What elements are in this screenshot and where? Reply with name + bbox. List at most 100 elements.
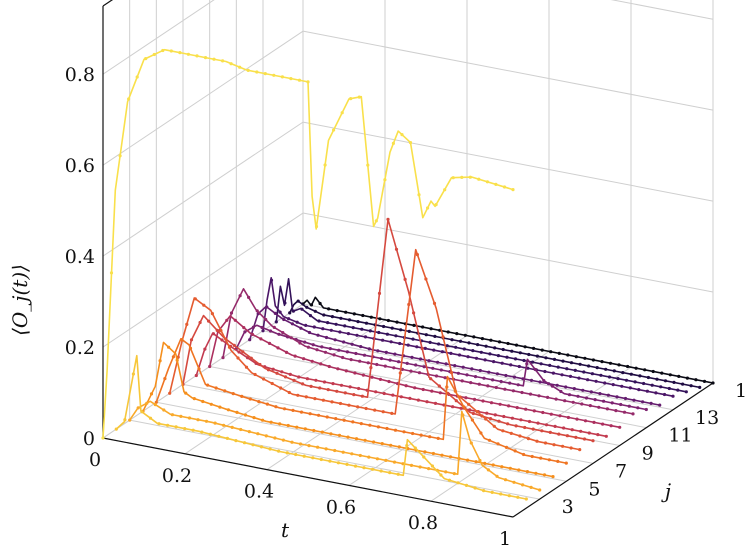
series-marker (525, 470, 530, 474)
series-line (195, 332, 607, 438)
series-line (142, 341, 554, 478)
series-marker (506, 341, 510, 346)
series-marker (368, 329, 372, 333)
series-marker (175, 358, 179, 362)
series-marker (436, 436, 440, 440)
series-marker (264, 317, 268, 322)
series-marker (338, 330, 342, 334)
series-marker (341, 450, 345, 454)
series-marker (294, 452, 298, 457)
series-marker (285, 451, 289, 455)
series-marker (424, 277, 428, 281)
series-marker (357, 95, 361, 99)
series-marker (662, 392, 667, 397)
series-marker (153, 403, 157, 407)
series-marker (689, 384, 693, 388)
series-marker (498, 402, 502, 406)
series-marker (169, 49, 173, 53)
series-marker (218, 405, 222, 409)
series-marker (211, 332, 215, 336)
series-marker (306, 80, 310, 84)
series-marker (418, 357, 423, 361)
series-line (248, 305, 660, 406)
series-marker (399, 328, 403, 332)
series-marker (386, 217, 390, 221)
series-marker (497, 340, 502, 344)
series-marker (353, 464, 358, 468)
series-marker (590, 372, 595, 376)
series-marker (328, 347, 332, 351)
series-marker (307, 444, 311, 448)
series-marker (308, 314, 313, 318)
z-tick-label: 0.8 (65, 64, 95, 86)
series-marker (560, 373, 564, 377)
series-marker (470, 418, 474, 422)
series-marker (518, 434, 522, 438)
series-marker (174, 425, 178, 429)
series-marker (658, 403, 662, 407)
series-marker (501, 429, 505, 433)
series-marker (603, 381, 607, 385)
series-marker (310, 359, 314, 363)
series-marker (526, 366, 530, 370)
series-marker (210, 312, 214, 316)
series-marker (313, 397, 317, 401)
series-marker (504, 445, 509, 449)
series-marker (311, 343, 315, 347)
series-marker (239, 427, 243, 432)
series-marker (161, 48, 165, 53)
series-marker (711, 381, 715, 385)
series-marker (366, 163, 370, 167)
series-marker (208, 364, 212, 369)
series-marker (597, 405, 601, 409)
series-marker (650, 383, 654, 387)
series-marker (349, 97, 353, 101)
series-marker (166, 423, 170, 427)
series-marker (562, 426, 566, 430)
series-marker (312, 428, 316, 433)
series-marker (614, 409, 618, 413)
series-marker (342, 340, 346, 344)
series-marker (587, 364, 591, 368)
series-marker (449, 371, 454, 375)
series-marker (352, 393, 356, 397)
series-marker (349, 358, 353, 362)
series-j3 (128, 400, 542, 492)
series-marker (302, 454, 306, 458)
series-marker (221, 356, 225, 360)
series-marker (226, 408, 230, 412)
series-marker (412, 323, 416, 327)
series-marker (252, 416, 256, 420)
series-marker (580, 402, 584, 406)
series-marker (295, 425, 299, 429)
series-marker (351, 420, 355, 424)
series-marker (347, 403, 351, 407)
series-marker (552, 443, 556, 447)
series-marker (389, 443, 393, 447)
series-marker (547, 458, 551, 462)
series-marker (188, 346, 193, 350)
series-marker (318, 301, 322, 306)
series-marker (376, 425, 380, 429)
series-marker (323, 350, 328, 354)
series-marker (698, 385, 702, 389)
series-marker (655, 377, 659, 381)
series-marker (348, 385, 352, 389)
series-marker (272, 73, 276, 77)
series-marker (480, 337, 484, 341)
series-marker (522, 358, 526, 363)
gridline (102, 0, 215, 75)
series-j2 (114, 354, 528, 501)
series-marker (492, 424, 496, 428)
series-marker (576, 394, 580, 398)
series-marker (241, 350, 245, 354)
series-marker (300, 307, 304, 311)
series-marker (388, 358, 392, 362)
series-marker (493, 413, 497, 417)
series-marker (354, 351, 358, 356)
series-marker (290, 440, 294, 444)
series-marker (393, 352, 397, 356)
series-marker (414, 363, 418, 367)
series-marker (272, 325, 276, 329)
series-marker (232, 343, 236, 347)
